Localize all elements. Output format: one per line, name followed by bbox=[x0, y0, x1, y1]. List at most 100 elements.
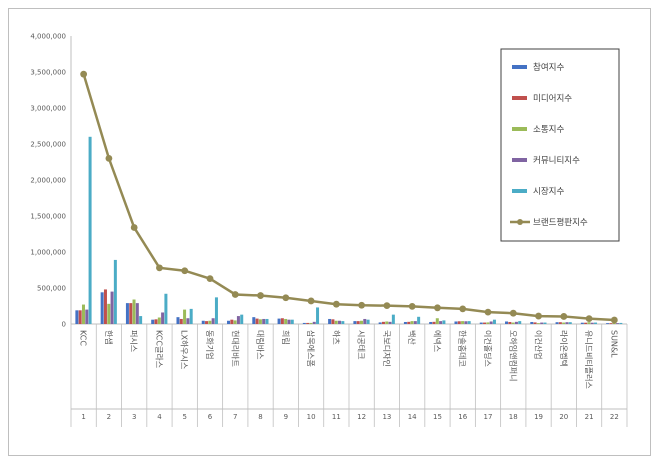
bar-소통지수-3 bbox=[132, 299, 136, 324]
category-number: 15 bbox=[433, 413, 442, 421]
y-tick-label: 2,000,000 bbox=[30, 177, 66, 185]
category-label: 하츠 bbox=[331, 330, 341, 345]
bar-커뮤니티지수-19 bbox=[540, 322, 544, 324]
bar-시장지수-16 bbox=[467, 321, 471, 324]
bar-커뮤니티지수-3 bbox=[135, 303, 139, 324]
legend-box bbox=[500, 48, 620, 242]
bar-참여지수-9 bbox=[277, 318, 281, 324]
bar-시장지수-7 bbox=[240, 314, 244, 324]
bar-소통지수-15 bbox=[435, 318, 439, 324]
category-label: 퍼시스 bbox=[129, 330, 138, 352]
bar-참여지수-22 bbox=[606, 323, 610, 324]
category-number: 18 bbox=[509, 413, 518, 421]
bar-시장지수-19 bbox=[543, 322, 547, 324]
bar-미디어지수-18 bbox=[508, 321, 512, 324]
bar-소통지수-2 bbox=[107, 303, 111, 324]
legend-swatch-marker bbox=[517, 219, 523, 225]
category-number: 10 bbox=[307, 413, 316, 421]
bar-커뮤니티지수-17 bbox=[489, 321, 493, 324]
category-number: 12 bbox=[357, 413, 366, 421]
category-number: 3 bbox=[132, 413, 136, 421]
bar-참여지수-13 bbox=[378, 322, 382, 324]
bar-미디어지수-13 bbox=[381, 321, 385, 324]
legend-label: 커뮤니티지수 bbox=[533, 155, 580, 166]
bar-시장지수-10 bbox=[316, 307, 320, 324]
point-brand-reputation-9 bbox=[282, 294, 290, 302]
bar-소통지수-19 bbox=[536, 323, 540, 324]
point-brand-reputation-20 bbox=[560, 313, 568, 320]
bar-소통지수-17 bbox=[486, 322, 490, 324]
legend-swatch bbox=[512, 65, 527, 69]
bar-커뮤니티지수-4 bbox=[161, 312, 165, 324]
bar-참여지수-18 bbox=[505, 321, 509, 324]
bar-시장지수-15 bbox=[442, 320, 446, 324]
bar-미디어지수-3 bbox=[129, 303, 133, 324]
legend-swatch bbox=[512, 127, 527, 131]
legend-label: 참여지수 bbox=[533, 62, 564, 73]
bar-참여지수-2 bbox=[100, 292, 104, 324]
bar-커뮤니티지수-13 bbox=[388, 321, 392, 324]
category-number: 8 bbox=[258, 413, 262, 421]
point-brand-reputation-2 bbox=[105, 155, 113, 162]
category-label: 동화기업 bbox=[205, 330, 214, 359]
category-label: 현대리바트 bbox=[230, 330, 240, 367]
bar-참여지수-14 bbox=[403, 321, 407, 324]
category-label: 백산 bbox=[407, 330, 417, 345]
bar-참여지수-21 bbox=[580, 322, 584, 324]
legend-label: 미디어지수 bbox=[533, 93, 572, 104]
category-number: 16 bbox=[458, 413, 467, 421]
bar-시장지수-21 bbox=[594, 322, 598, 324]
bar-시장지수-2 bbox=[113, 259, 117, 324]
point-brand-reputation-22 bbox=[610, 316, 618, 324]
category-label: 시공테크 bbox=[357, 330, 366, 359]
bar-커뮤니티지수-7 bbox=[236, 316, 240, 324]
point-brand-reputation-8 bbox=[257, 292, 264, 299]
bar-소통지수-7 bbox=[233, 320, 237, 324]
category-number: 17 bbox=[484, 413, 493, 421]
point-brand-reputation-7 bbox=[231, 291, 239, 298]
point-brand-reputation-14 bbox=[408, 302, 416, 310]
bar-미디어지수-15 bbox=[432, 321, 436, 324]
category-label: LX하우시스 bbox=[180, 330, 190, 369]
bar-시장지수-6 bbox=[214, 297, 218, 324]
bar-시장지수-1 bbox=[88, 136, 92, 324]
y-tick-label: 4,000,000 bbox=[30, 33, 66, 41]
point-brand-reputation-11 bbox=[332, 300, 340, 308]
category-label: 희림 bbox=[281, 330, 291, 345]
category-number: 1 bbox=[81, 413, 85, 421]
legend-swatch bbox=[512, 189, 527, 193]
bar-시장지수-8 bbox=[265, 318, 269, 324]
legend-swatch bbox=[512, 158, 527, 162]
bar-시장지수-22 bbox=[619, 322, 623, 324]
category-label: SUN&L bbox=[609, 330, 618, 358]
bar-참여지수-20 bbox=[555, 322, 559, 324]
bar-소통지수-5 bbox=[183, 309, 187, 324]
bar-미디어지수-17 bbox=[483, 322, 487, 324]
bar-미디어지수-6 bbox=[205, 321, 209, 324]
bar-참여지수-1 bbox=[75, 310, 79, 324]
bar-미디어지수-1 bbox=[78, 310, 82, 324]
bar-미디어지수-16 bbox=[457, 321, 461, 324]
category-number: 6 bbox=[208, 413, 213, 421]
y-tick-label: 0 bbox=[62, 321, 66, 329]
bar-커뮤니티지수-20 bbox=[565, 322, 569, 324]
category-number: 2 bbox=[107, 413, 111, 421]
bar-소통지수-20 bbox=[562, 322, 566, 324]
category-number: 20 bbox=[559, 413, 568, 421]
category-label: KCC글라스 bbox=[154, 330, 163, 368]
bar-참여지수-4 bbox=[151, 319, 155, 324]
category-label: 이건산업 bbox=[534, 330, 544, 359]
brand-reputation-chart: 0 500,000 1,000,000 1,500,000 2,000,000 2,500… bbox=[30, 33, 628, 427]
category-number: 19 bbox=[534, 413, 543, 421]
y-tick-label: 500,000 bbox=[37, 285, 66, 293]
bar-참여지수-3 bbox=[125, 303, 129, 324]
y-tick-label: 2,500,000 bbox=[30, 141, 66, 149]
point-brand-reputation-18 bbox=[509, 309, 517, 317]
bar-소통지수-4 bbox=[157, 317, 161, 324]
legend-label: 시장지수 bbox=[533, 186, 564, 197]
bar-참여지수-17 bbox=[479, 322, 483, 324]
point-brand-reputation-3 bbox=[130, 224, 138, 231]
bar-미디어지수-10 bbox=[306, 322, 310, 324]
bar-소통지수-9 bbox=[284, 318, 288, 324]
y-tick-label: 1,000,000 bbox=[30, 249, 66, 257]
